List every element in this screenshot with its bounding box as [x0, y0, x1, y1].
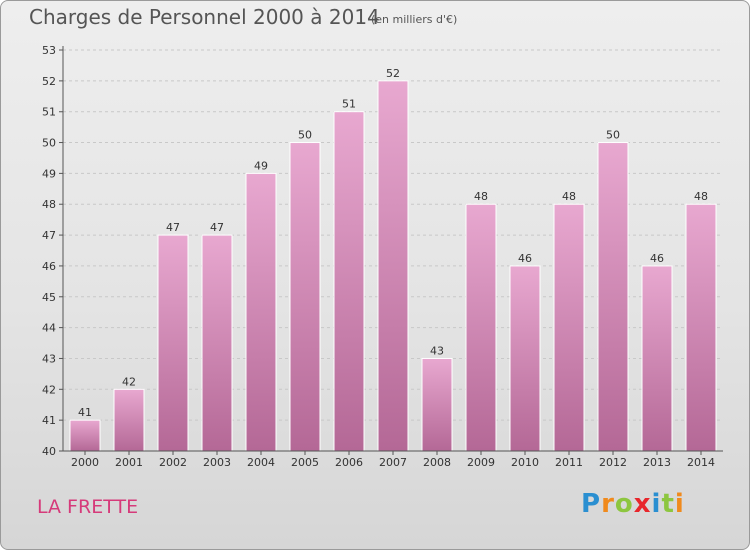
y-tick-label: 51 — [42, 106, 56, 119]
logo-letter: x — [633, 489, 652, 519]
x-tick-label: 2003 — [203, 456, 231, 469]
bar-value-label: 50 — [298, 129, 312, 142]
bar — [465, 203, 497, 452]
bar-value-label: 42 — [122, 375, 136, 388]
x-tick-label: 2004 — [247, 456, 275, 469]
logo-letter: i — [651, 489, 662, 519]
bar — [641, 265, 673, 452]
y-tick-label: 43 — [42, 352, 56, 365]
y-tick-label: 40 — [42, 445, 56, 458]
x-tick-label: 2007 — [379, 456, 407, 469]
x-tick-label: 2002 — [159, 456, 187, 469]
y-tick-label: 44 — [42, 322, 56, 335]
bar — [377, 80, 409, 452]
y-tick-label: 41 — [42, 414, 56, 427]
logo-letter: o — [614, 489, 634, 519]
bar — [421, 357, 453, 452]
bar-value-label: 50 — [606, 129, 620, 142]
bar-value-label: 48 — [694, 190, 708, 203]
bar — [509, 265, 541, 452]
x-tick-label: 2009 — [467, 456, 495, 469]
bar-value-label: 43 — [430, 344, 444, 357]
bar-value-label: 48 — [474, 190, 488, 203]
x-tick-label: 2013 — [643, 456, 671, 469]
bar — [157, 234, 189, 452]
bar — [597, 142, 629, 452]
bar — [113, 388, 145, 452]
bar-value-label: 51 — [342, 98, 356, 111]
logo-letter: P — [581, 489, 602, 519]
y-tick-label: 47 — [42, 229, 56, 242]
bar — [333, 111, 365, 452]
x-tick-label: 2010 — [511, 456, 539, 469]
x-tick-label: 2006 — [335, 456, 363, 469]
y-tick-label: 48 — [42, 198, 56, 211]
chart-title: Charges de Personnel 2000 à 2014 — [29, 5, 380, 29]
x-tick-label: 2011 — [555, 456, 583, 469]
x-tick-label: 2000 — [71, 456, 99, 469]
y-tick-label: 52 — [42, 75, 56, 88]
bar — [245, 172, 277, 452]
x-tick-label: 2001 — [115, 456, 143, 469]
y-tick-label: 50 — [42, 137, 56, 150]
logo-letter: i — [674, 489, 685, 519]
bar — [289, 142, 321, 452]
bar-value-label: 41 — [78, 406, 92, 419]
x-tick-label: 2005 — [291, 456, 319, 469]
bar — [69, 419, 101, 452]
proxiti-logo: Proxiti — [581, 489, 685, 519]
x-tick-label: 2014 — [687, 456, 715, 469]
bar — [201, 234, 233, 452]
x-tick-label: 2008 — [423, 456, 451, 469]
chart-unit-label: (en milliers d'€) — [371, 13, 458, 26]
bar-value-label: 52 — [386, 67, 400, 80]
x-tick-label: 2012 — [599, 456, 627, 469]
commune-name: LA FRETTE — [37, 496, 139, 518]
bar-value-label: 46 — [518, 252, 532, 265]
y-tick-label: 45 — [42, 291, 56, 304]
y-tick-label: 49 — [42, 167, 56, 180]
logo-letter: r — [601, 489, 615, 519]
bar-value-label: 46 — [650, 252, 664, 265]
y-tick-label: 46 — [42, 260, 56, 273]
bar-value-label: 48 — [562, 190, 576, 203]
bar-value-label: 49 — [254, 159, 268, 172]
y-tick-label: 53 — [42, 44, 56, 57]
bar — [685, 203, 717, 452]
logo-letter: t — [661, 489, 675, 519]
bar-value-label: 47 — [210, 221, 224, 234]
bar-value-label: 47 — [166, 221, 180, 234]
bar — [553, 203, 585, 452]
y-tick-label: 42 — [42, 383, 56, 396]
